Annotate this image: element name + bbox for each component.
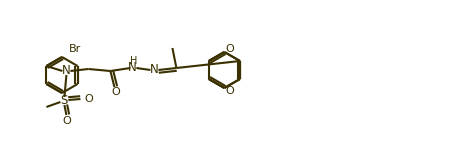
Text: O: O bbox=[111, 87, 120, 97]
Text: Br: Br bbox=[69, 44, 81, 54]
Text: O: O bbox=[225, 44, 233, 54]
Text: N: N bbox=[62, 65, 71, 78]
Text: O: O bbox=[225, 86, 233, 96]
Text: O: O bbox=[84, 94, 92, 104]
Text: S: S bbox=[61, 95, 68, 108]
Text: N: N bbox=[128, 62, 136, 75]
Text: N: N bbox=[150, 64, 158, 77]
Text: O: O bbox=[62, 116, 71, 126]
Text: H: H bbox=[129, 56, 137, 66]
